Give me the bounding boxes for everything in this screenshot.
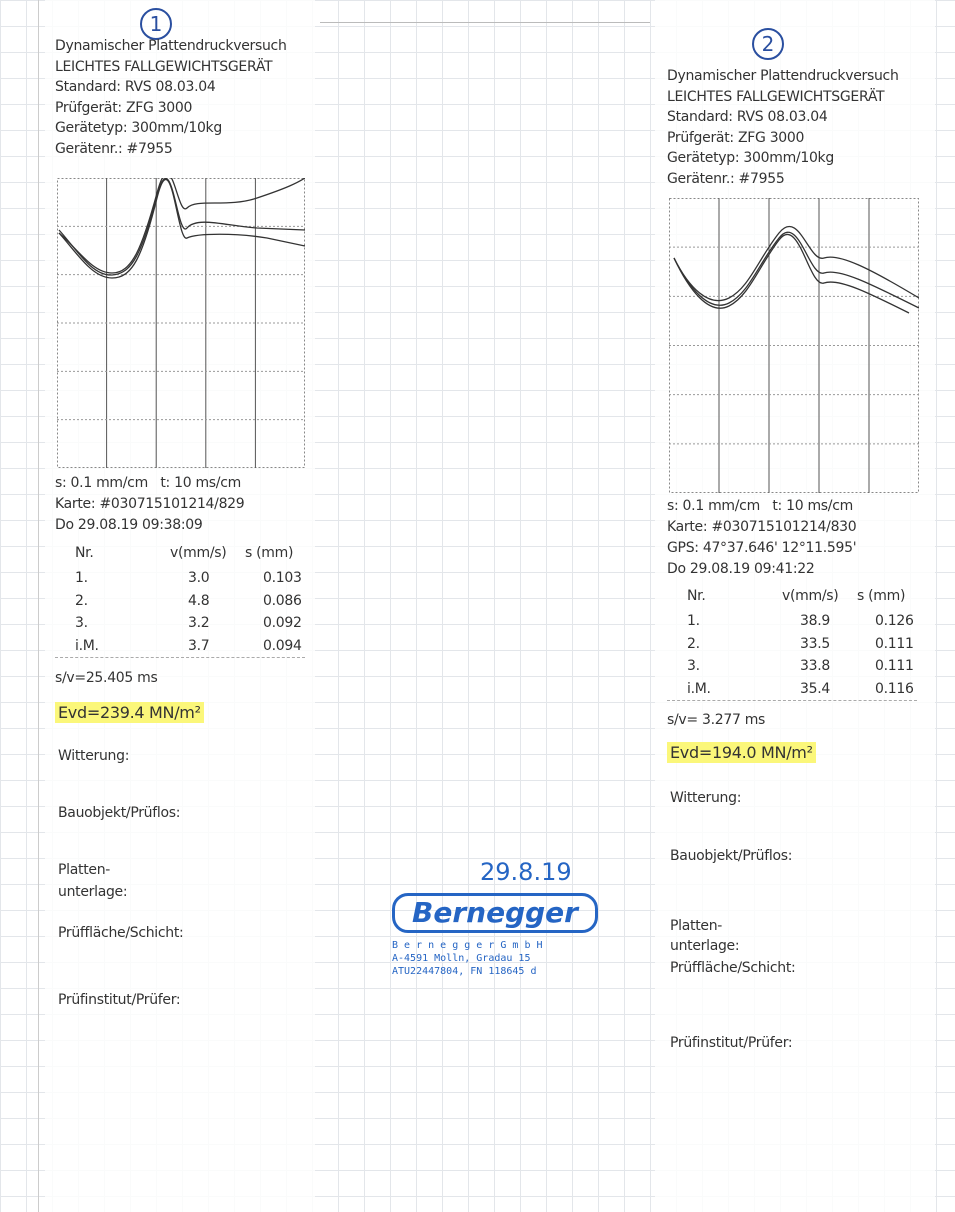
table-cell: 2. bbox=[687, 636, 700, 652]
table-cell: 3. bbox=[687, 658, 700, 674]
table-cell: 0.086 bbox=[263, 593, 302, 609]
deflection-graph bbox=[57, 178, 305, 468]
stamp-date: 29.8.19 bbox=[480, 858, 572, 886]
divider bbox=[667, 700, 917, 701]
table-cell: 0.092 bbox=[263, 615, 302, 631]
info-line: Do 29.08.19 09:38:09 bbox=[55, 517, 202, 533]
table-cell: 2. bbox=[75, 593, 88, 609]
table-cell: 1. bbox=[75, 570, 88, 586]
table-header: Nr. bbox=[75, 545, 94, 561]
table-header: v(mm/s) bbox=[170, 545, 226, 561]
table-cell: 3.7 bbox=[188, 638, 209, 654]
header-line: Standard: RVS 08.03.04 bbox=[667, 109, 827, 125]
form-field: Prüffläche/Schicht: bbox=[670, 960, 795, 976]
form-field: Bauobjekt/Prüflos: bbox=[58, 805, 180, 821]
form-field: Witterung: bbox=[670, 790, 741, 806]
header-line: Gerätetyp: 300mm/10kg bbox=[55, 120, 222, 136]
header-line: Gerätenr.: #7955 bbox=[667, 171, 784, 187]
evd-value: Evd=239.4 MN/m² bbox=[55, 702, 204, 723]
form-field: unterlage: bbox=[58, 884, 127, 900]
deflection-graph bbox=[669, 198, 919, 493]
form-field: Prüffläche/Schicht: bbox=[58, 925, 183, 941]
table-cell: 4.8 bbox=[188, 593, 209, 609]
table-cell: 0.111 bbox=[875, 636, 914, 652]
info-line: Do 29.08.19 09:41:22 bbox=[667, 561, 814, 577]
table-cell: i.M. bbox=[687, 681, 711, 697]
stamp-line: A-4591 Molln, Gradau 15 bbox=[392, 953, 530, 964]
header-line: LEICHTES FALLGEWICHTSGERÄT bbox=[667, 89, 884, 105]
header-line: Prüfgerät: ZFG 3000 bbox=[55, 100, 192, 116]
header-line: Prüfgerät: ZFG 3000 bbox=[667, 130, 804, 146]
stamp-company: Bernegger bbox=[392, 893, 598, 933]
table-cell: 0.103 bbox=[263, 570, 302, 586]
form-field: unterlage: bbox=[670, 938, 739, 954]
form-field: Prüfinstitut/Prüfer: bbox=[670, 1035, 792, 1051]
receipt-number: 1 bbox=[140, 8, 172, 40]
table-header: s (mm) bbox=[245, 545, 293, 561]
page: 29.8.19 Bernegger 1Dynamischer Plattendr… bbox=[0, 0, 955, 1212]
form-field: Witterung: bbox=[58, 748, 129, 764]
table-cell: i.M. bbox=[75, 638, 99, 654]
stamp-line: ATU22447804, FN 118645 d bbox=[392, 966, 537, 977]
ruler bbox=[320, 0, 650, 23]
form-field: Platten- bbox=[670, 918, 722, 934]
info-line: GPS: 47°37.646' 12°11.595' bbox=[667, 540, 856, 556]
stamp-line: B e r n e g g e r G m b H bbox=[392, 940, 543, 951]
sv-value: s/v=25.405 ms bbox=[55, 670, 158, 686]
ruler bbox=[0, 0, 39, 1212]
receipt-number: 2 bbox=[752, 28, 784, 60]
form-field: Prüfinstitut/Prüfer: bbox=[58, 992, 180, 1008]
sv-value: s/v= 3.277 ms bbox=[667, 712, 765, 728]
table-cell: 38.9 bbox=[800, 613, 830, 629]
table-cell: 0.094 bbox=[263, 638, 302, 654]
header-line: Dynamischer Plattendruckversuch bbox=[667, 68, 899, 84]
table-header: v(mm/s) bbox=[782, 588, 838, 604]
header-line: Dynamischer Plattendruckversuch bbox=[55, 38, 287, 54]
info-line: s: 0.1 mm/cm t: 10 ms/cm bbox=[667, 498, 853, 514]
header-line: Standard: RVS 08.03.04 bbox=[55, 79, 215, 95]
table-cell: 0.111 bbox=[875, 658, 914, 674]
header-line: Gerätetyp: 300mm/10kg bbox=[667, 150, 834, 166]
table-header: s (mm) bbox=[857, 588, 905, 604]
form-field: Bauobjekt/Prüflos: bbox=[670, 848, 792, 864]
table-cell: 3.2 bbox=[188, 615, 209, 631]
info-line: Karte: #030715101214/830 bbox=[667, 519, 856, 535]
table-cell: 0.126 bbox=[875, 613, 914, 629]
table-cell: 33.8 bbox=[800, 658, 830, 674]
table-cell: 0.116 bbox=[875, 681, 914, 697]
header-line: Gerätenr.: #7955 bbox=[55, 141, 172, 157]
info-line: s: 0.1 mm/cm t: 10 ms/cm bbox=[55, 475, 241, 491]
table-header: Nr. bbox=[687, 588, 706, 604]
table-cell: 3. bbox=[75, 615, 88, 631]
header-line: LEICHTES FALLGEWICHTSGERÄT bbox=[55, 59, 272, 75]
table-cell: 35.4 bbox=[800, 681, 830, 697]
form-field: Platten- bbox=[58, 862, 110, 878]
table-cell: 33.5 bbox=[800, 636, 830, 652]
evd-value: Evd=194.0 MN/m² bbox=[667, 742, 816, 763]
info-line: Karte: #030715101214/829 bbox=[55, 496, 244, 512]
divider bbox=[55, 657, 305, 658]
table-cell: 1. bbox=[687, 613, 700, 629]
table-cell: 3.0 bbox=[188, 570, 209, 586]
